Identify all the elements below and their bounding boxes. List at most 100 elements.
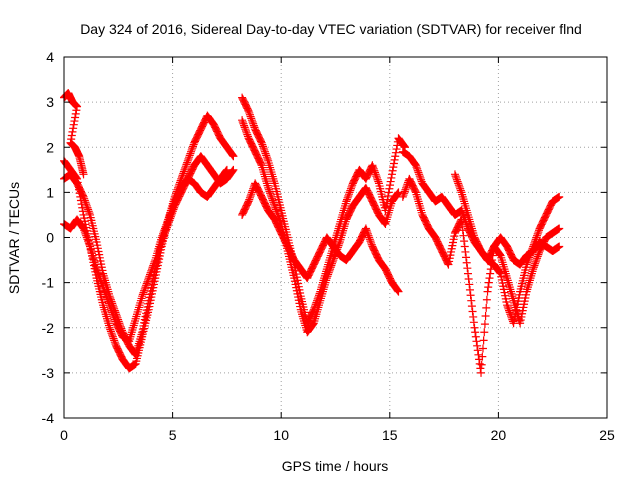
data-point xyxy=(150,257,159,266)
data-point xyxy=(475,359,484,368)
data-point xyxy=(79,192,88,201)
data-point xyxy=(324,270,333,279)
data-point xyxy=(80,228,89,237)
data-point xyxy=(411,161,420,170)
data-point xyxy=(162,220,171,229)
data-point xyxy=(140,286,149,295)
data-point xyxy=(71,113,80,122)
data-point xyxy=(391,152,400,161)
data-point xyxy=(455,182,464,191)
data-point xyxy=(387,173,396,182)
data-point xyxy=(264,183,273,192)
data-point xyxy=(529,263,538,272)
data-point xyxy=(228,150,237,159)
data-point xyxy=(450,170,459,179)
data-point xyxy=(259,144,268,153)
y-tick-label: -1 xyxy=(42,275,55,291)
data-point xyxy=(109,312,118,321)
data-point xyxy=(97,277,106,286)
data-point xyxy=(466,291,475,300)
data-point xyxy=(146,270,155,279)
data-point xyxy=(168,204,177,213)
data-point xyxy=(362,226,371,235)
data-point xyxy=(258,140,267,149)
data-point xyxy=(505,308,514,317)
y-tick-label: -3 xyxy=(42,365,55,381)
data-point xyxy=(82,201,91,210)
data-point xyxy=(326,263,335,272)
data-point xyxy=(413,166,422,175)
data-point xyxy=(72,106,81,115)
data-point xyxy=(398,192,407,201)
data-point xyxy=(162,219,171,228)
data-point xyxy=(163,217,172,226)
data-point xyxy=(68,127,77,136)
series-track-d xyxy=(60,89,88,179)
data-point xyxy=(185,153,194,162)
data-point xyxy=(71,109,80,118)
data-point xyxy=(180,165,189,174)
data-point xyxy=(84,237,93,246)
data-point xyxy=(168,202,177,211)
data-point xyxy=(393,190,402,199)
data-point xyxy=(374,177,383,186)
data-point xyxy=(108,308,117,317)
data-point xyxy=(82,233,91,242)
data-point xyxy=(346,184,355,193)
data-point xyxy=(103,295,112,304)
data-point xyxy=(373,175,382,184)
data-point xyxy=(67,131,76,140)
data-point xyxy=(457,215,466,224)
data-point xyxy=(100,286,109,295)
data-point xyxy=(93,266,102,275)
data-point xyxy=(131,349,140,358)
y-tick-label: 2 xyxy=(46,139,54,155)
data-point xyxy=(247,114,256,123)
data-point xyxy=(243,130,252,139)
data-point xyxy=(79,170,88,179)
data-point xyxy=(142,279,151,288)
data-point xyxy=(473,341,482,350)
data-point xyxy=(458,220,467,229)
data-point xyxy=(106,304,115,313)
data-point xyxy=(365,233,374,242)
data-point xyxy=(78,222,87,231)
data-point xyxy=(104,299,113,308)
data-point xyxy=(184,154,193,163)
data-point xyxy=(532,256,541,265)
data-point xyxy=(342,197,351,206)
data-point xyxy=(390,155,399,164)
axis-ticks: 0 5 10 15 20 25 -4 -3 -2 -1 0 1 2 3 4 xyxy=(42,49,615,443)
data-point xyxy=(270,201,279,210)
data-point xyxy=(240,123,249,132)
data-point xyxy=(110,336,119,345)
data-point xyxy=(480,320,489,329)
data-point xyxy=(459,231,468,240)
data-point xyxy=(372,172,381,181)
data-point xyxy=(387,170,396,179)
data-point xyxy=(106,302,115,311)
data-point xyxy=(443,259,452,268)
data-point xyxy=(139,288,148,297)
data-point xyxy=(145,272,154,281)
data-point xyxy=(531,259,540,268)
data-point xyxy=(83,203,92,212)
data-point xyxy=(148,263,157,272)
data-point xyxy=(469,318,478,327)
data-point xyxy=(188,144,197,153)
data-point xyxy=(534,228,543,237)
data-point xyxy=(481,312,490,321)
x-axis-label: GPS time / hours xyxy=(282,458,389,474)
data-point xyxy=(80,194,89,203)
data-point xyxy=(458,226,467,235)
data-point xyxy=(108,330,117,339)
x-tick-label: 20 xyxy=(491,427,507,443)
data-point xyxy=(486,269,495,278)
y-tick-label: 1 xyxy=(46,184,54,200)
data-point xyxy=(81,229,90,238)
data-point xyxy=(80,196,89,205)
data-point xyxy=(238,116,247,125)
data-point xyxy=(84,207,93,216)
data-point xyxy=(81,198,90,207)
data-point xyxy=(530,261,539,270)
